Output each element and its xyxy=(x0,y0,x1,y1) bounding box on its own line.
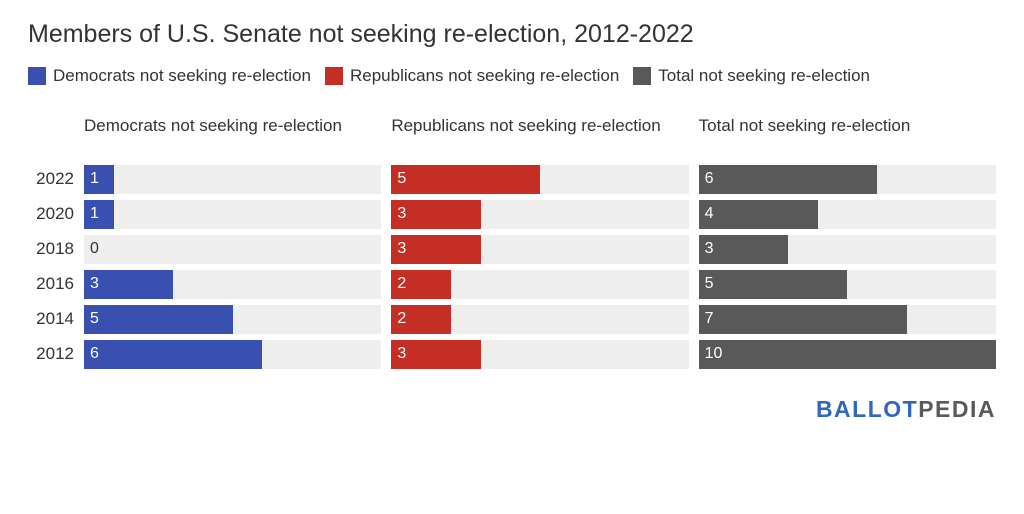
year-label: 2016 xyxy=(28,267,84,302)
bar-fill: 2 xyxy=(391,270,450,299)
chart-area: 202220202018201620142012 Democrats not s… xyxy=(28,115,996,372)
panel-header: Total not seeking re-election xyxy=(699,115,996,162)
year-label: 2012 xyxy=(28,337,84,372)
legend-label-democrats: Democrats not seeking re-election xyxy=(53,63,311,89)
bar-row: 5 xyxy=(84,302,381,337)
panel-header: Republicans not seeking re-election xyxy=(391,115,688,162)
bar-fill: 1 xyxy=(84,200,114,229)
bar-fill: 10 xyxy=(699,340,996,369)
bar-row: 3 xyxy=(699,232,996,267)
bar-track: 2 xyxy=(391,270,688,299)
bar-row: 1 xyxy=(84,197,381,232)
bar-track: 3 xyxy=(699,235,996,264)
legend-swatch-democrats xyxy=(28,67,46,85)
bar-row: 5 xyxy=(699,267,996,302)
chart-panel: Republicans not seeking re-election 5 3 3 2 2… xyxy=(391,115,688,372)
bar-fill: 3 xyxy=(391,235,480,264)
year-label: 2018 xyxy=(28,232,84,267)
bar-track: 0 xyxy=(84,235,381,264)
bar-track: 7 xyxy=(699,305,996,334)
bar-fill: 7 xyxy=(699,305,907,334)
panel-header: Democrats not seeking re-election xyxy=(84,115,381,162)
bar-row: 3 xyxy=(391,337,688,372)
bar-track: 3 xyxy=(391,340,688,369)
bar-fill: 3 xyxy=(699,235,788,264)
bar-row: 3 xyxy=(391,197,688,232)
source-attribution: BALLOTPEDIA xyxy=(28,396,996,423)
legend-item-democrats: Democrats not seeking re-election xyxy=(28,63,311,89)
bar-track: 1 xyxy=(84,200,381,229)
bar-fill: 1 xyxy=(84,165,114,194)
bar-fill: 3 xyxy=(391,200,480,229)
bar-track: 3 xyxy=(391,200,688,229)
bar-row: 2 xyxy=(391,267,688,302)
source-part1: BALLOT xyxy=(816,396,918,422)
legend-label-total: Total not seeking re-election xyxy=(658,63,870,89)
bar-track: 10 xyxy=(699,340,996,369)
year-label: 2014 xyxy=(28,302,84,337)
chart-panel: Democrats not seeking re-election 1 1 0 3 5 6 xyxy=(84,115,381,372)
bar-fill: 6 xyxy=(699,165,877,194)
bar-fill: 6 xyxy=(84,340,262,369)
legend-swatch-republicans xyxy=(325,67,343,85)
bar-track: 1 xyxy=(84,165,381,194)
bar-fill: 5 xyxy=(391,165,540,194)
chart-panels: Democrats not seeking re-election110356R… xyxy=(84,115,996,372)
chart-title: Members of U.S. Senate not seeking re-el… xyxy=(28,20,996,49)
bar-value-label: 0 xyxy=(90,240,99,258)
bar-fill: 2 xyxy=(391,305,450,334)
chart-panel: Total not seeking re-election 6 4 3 5 7 10 xyxy=(699,115,996,372)
bar-fill: 5 xyxy=(699,270,848,299)
bar-row: 3 xyxy=(391,232,688,267)
bar-track: 5 xyxy=(391,165,688,194)
legend-label-republicans: Republicans not seeking re-election xyxy=(350,63,619,89)
bar-row: 5 xyxy=(391,162,688,197)
bar-track: 6 xyxy=(84,340,381,369)
bar-track: 2 xyxy=(391,305,688,334)
bar-fill: 4 xyxy=(699,200,818,229)
bar-track: 5 xyxy=(699,270,996,299)
legend: Democrats not seeking re-election Republ… xyxy=(28,63,996,89)
legend-swatch-total xyxy=(633,67,651,85)
bar-row: 7 xyxy=(699,302,996,337)
bar-row: 1 xyxy=(84,162,381,197)
bar-fill: 3 xyxy=(84,270,173,299)
bar-track: 5 xyxy=(84,305,381,334)
bar-row: 6 xyxy=(699,162,996,197)
bar-track: 3 xyxy=(391,235,688,264)
year-label: 2022 xyxy=(28,162,84,197)
year-axis: 202220202018201620142012 xyxy=(28,115,84,372)
bar-track: 3 xyxy=(84,270,381,299)
bar-row: 2 xyxy=(391,302,688,337)
legend-item-total: Total not seeking re-election xyxy=(633,63,870,89)
bar-row: 3 xyxy=(84,267,381,302)
bar-row: 10 xyxy=(699,337,996,372)
bar-track: 4 xyxy=(699,200,996,229)
bar-track: 6 xyxy=(699,165,996,194)
bar-row: 4 xyxy=(699,197,996,232)
legend-item-republicans: Republicans not seeking re-election xyxy=(325,63,619,89)
year-label: 2020 xyxy=(28,197,84,232)
bar-row: 6 xyxy=(84,337,381,372)
bar-row: 0 xyxy=(84,232,381,267)
bar-fill: 3 xyxy=(391,340,480,369)
source-part2: PEDIA xyxy=(918,396,996,422)
bar-fill: 5 xyxy=(84,305,233,334)
